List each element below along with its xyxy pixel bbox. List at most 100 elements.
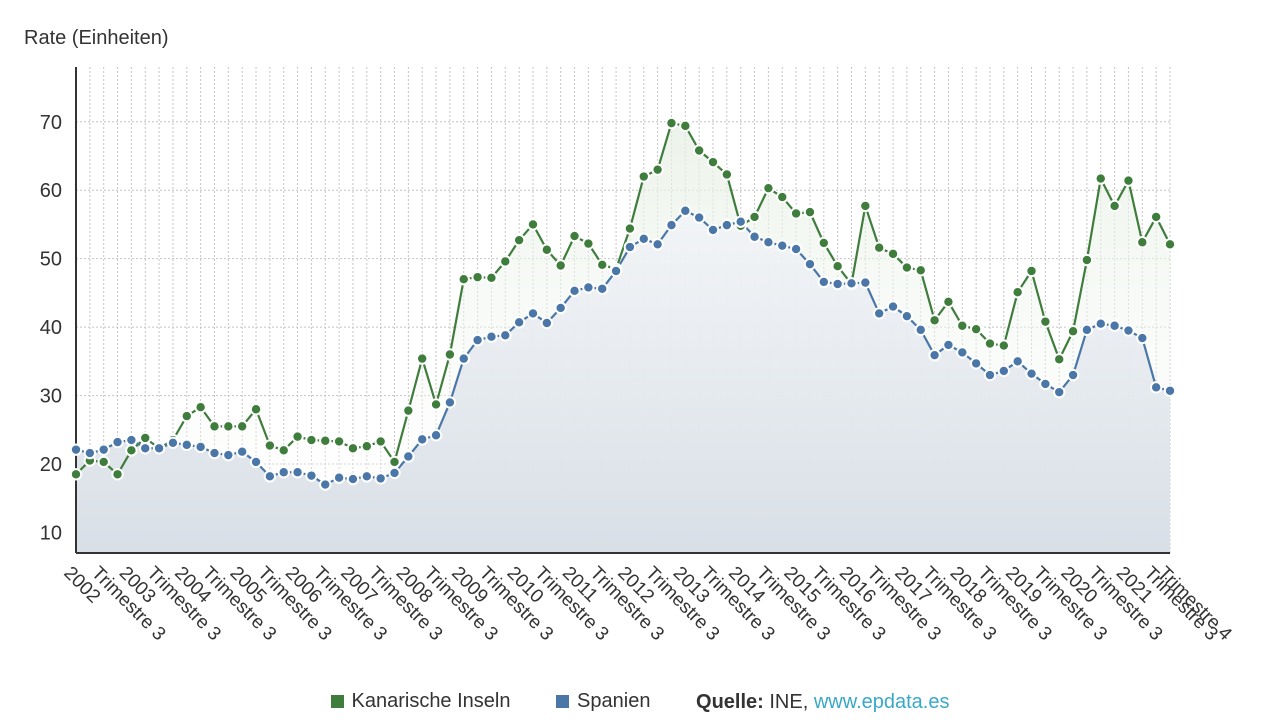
point-spanien [886, 300, 900, 313]
point-kanarische-inseln [125, 444, 138, 457]
point-spanien [706, 223, 720, 237]
area-fills [76, 123, 1170, 553]
point-kanarische-inseln [429, 398, 443, 411]
point-kanarische-inseln [886, 247, 900, 261]
point-kanarische-inseln [69, 468, 83, 481]
source-text: INE, [769, 691, 809, 713]
point-kanarische-inseln [762, 181, 775, 195]
source-link[interactable]: www.epdata.es [813, 691, 950, 713]
point-spanien [457, 352, 470, 365]
point-kanarische-inseln [803, 205, 817, 219]
point-kanarische-inseln [111, 468, 124, 481]
point-kanarische-inseln [1163, 238, 1177, 251]
point-spanien [222, 448, 235, 462]
point-spanien [471, 333, 484, 347]
point-kanarische-inseln [1053, 353, 1066, 366]
point-spanien [235, 445, 249, 458]
point-kanarische-inseln [526, 218, 540, 231]
point-kanarische-inseln [679, 119, 692, 133]
point-spanien [720, 218, 734, 232]
legend-item-spanien[interactable]: Spanien [556, 690, 650, 713]
point-spanien [360, 470, 374, 483]
y-tick-label: 50 [40, 249, 62, 271]
point-kanarische-inseln [374, 435, 387, 448]
point-kanarische-inseln [651, 163, 664, 176]
point-spanien [1025, 367, 1038, 380]
point-kanarische-inseln [776, 190, 789, 204]
point-spanien [776, 239, 789, 252]
point-spanien [443, 396, 457, 409]
point-spanien [180, 438, 193, 452]
area-spanien [76, 210, 1170, 553]
point-kanarische-inseln [499, 255, 512, 268]
point-spanien [332, 471, 346, 484]
point-kanarische-inseln [748, 210, 761, 224]
point-spanien [734, 215, 747, 228]
point-spanien [388, 466, 401, 480]
legend: Kanarische Inseln Spanien Quelle: INE, w… [0, 690, 1280, 714]
point-kanarische-inseln [222, 420, 235, 433]
point-kanarische-inseln [928, 314, 941, 327]
point-kanarische-inseln [319, 434, 332, 447]
point-kanarische-inseln [1066, 325, 1080, 338]
point-kanarische-inseln [1011, 286, 1024, 299]
y-tick-labels: 10 20 30 40 50 60 70 [40, 112, 62, 545]
y-tick-label: 70 [40, 112, 62, 134]
point-spanien [305, 469, 318, 482]
y-tick-label: 40 [40, 317, 62, 339]
point-spanien [609, 264, 623, 278]
point-spanien [111, 435, 124, 449]
point-spanien [526, 307, 540, 320]
point-spanien [969, 357, 983, 370]
source-label: Quelle: [696, 691, 764, 713]
point-kanarische-inseln [471, 270, 484, 284]
point-spanien [623, 240, 637, 254]
point-spanien [1094, 317, 1107, 330]
y-tick-label: 30 [40, 386, 62, 408]
point-spanien [499, 329, 512, 342]
point-spanien [416, 433, 429, 446]
point-spanien [540, 316, 554, 330]
point-spanien [1039, 377, 1052, 391]
point-spanien [83, 446, 97, 460]
point-spanien [1066, 368, 1080, 382]
point-spanien [596, 282, 609, 295]
point-kanarische-inseln [1080, 253, 1094, 267]
point-kanarische-inseln [235, 420, 249, 433]
point-kanarische-inseln [568, 229, 581, 243]
data-points [69, 116, 1177, 491]
point-spanien [1149, 381, 1163, 394]
point-kanarische-inseln [1136, 236, 1149, 249]
point-spanien [568, 284, 581, 298]
point-spanien [789, 242, 803, 256]
point-spanien [512, 316, 526, 329]
point-spanien [208, 446, 221, 460]
point-kanarische-inseln [831, 259, 844, 273]
point-kanarische-inseln [139, 431, 152, 445]
point-kanarische-inseln [97, 455, 110, 469]
point-kanarische-inseln [942, 295, 955, 308]
point-spanien [166, 436, 180, 449]
legend-swatch-blue [556, 695, 570, 708]
point-spanien [249, 455, 263, 469]
point-spanien [554, 301, 567, 315]
point-kanarische-inseln [997, 339, 1011, 352]
legend-item-kanarische-inseln[interactable]: Kanarische Inseln [330, 690, 510, 713]
point-spanien [651, 238, 664, 251]
point-kanarische-inseln [859, 199, 872, 213]
point-spanien [152, 442, 166, 455]
point-kanarische-inseln [983, 337, 997, 350]
point-kanarische-inseln [485, 271, 498, 285]
source-credit: Quelle: INE, www.epdata.es [696, 691, 949, 714]
point-kanarische-inseln [623, 222, 637, 235]
point-spanien [263, 470, 277, 483]
point-spanien [692, 211, 706, 224]
point-kanarische-inseln [872, 241, 886, 254]
y-axis-label: Rate (Einheiten) [24, 27, 169, 49]
point-kanarische-inseln [457, 273, 470, 286]
point-spanien [1136, 331, 1149, 345]
point-spanien [485, 330, 498, 343]
legend-label: Spanien [577, 690, 651, 712]
point-spanien [983, 368, 997, 382]
point-kanarische-inseln [720, 168, 734, 181]
